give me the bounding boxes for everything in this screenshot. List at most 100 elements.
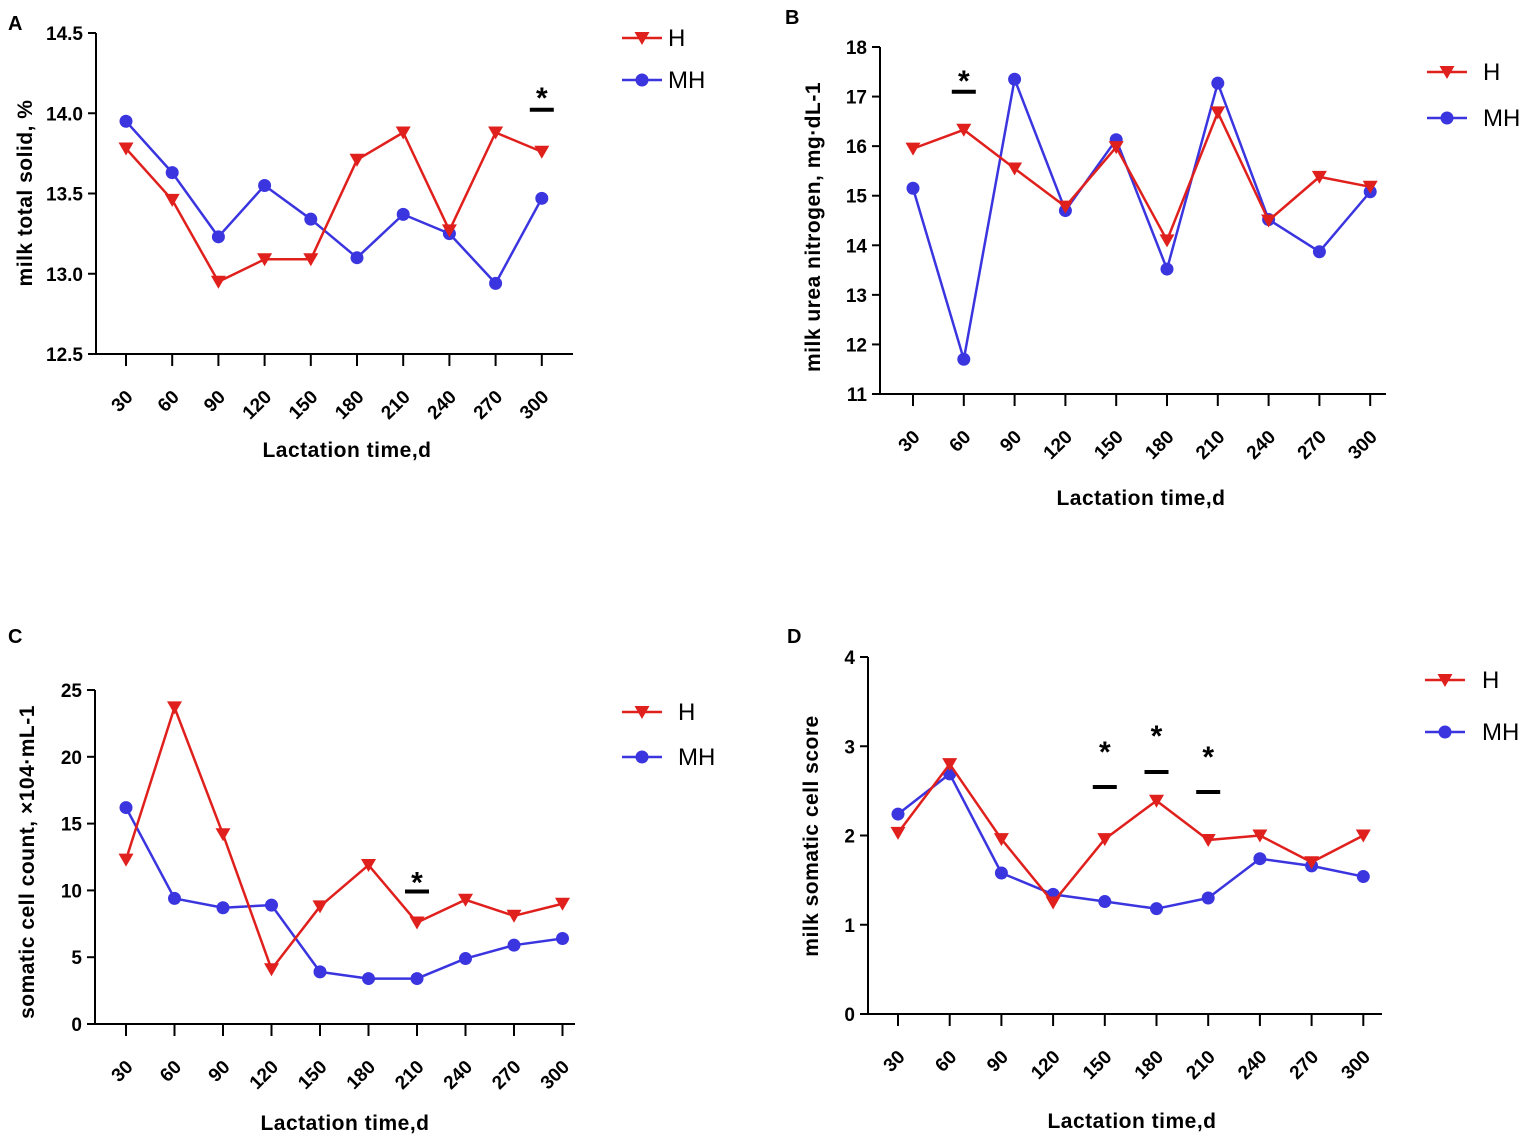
significance-star: *: [958, 65, 970, 98]
x-axis-title-c: Lactation time,d: [260, 1112, 429, 1135]
x-tick-label: 270: [470, 387, 507, 424]
x-tick-label: 30: [108, 387, 138, 417]
series-mh-c: [119, 801, 569, 986]
x-tick-label: 210: [377, 387, 414, 424]
x-tick-label: 150: [1090, 427, 1127, 464]
y-tick-label: 2: [844, 827, 855, 848]
x-tick-label: 150: [294, 1057, 331, 1094]
legend-marker-mh: [1438, 725, 1452, 739]
legend-marker-mh: [1440, 111, 1454, 125]
data-point-h: [1045, 896, 1061, 910]
y-axis-title-a: milk total solid, %: [14, 100, 37, 287]
y-axis-title-c: somatic cell count, ×104·mL-1: [16, 705, 39, 1019]
data-point-h: [506, 909, 522, 923]
legend-marker-mh: [635, 750, 649, 764]
data-point-mh: [489, 276, 503, 290]
x-tick-label: 300: [537, 1057, 574, 1094]
x-tick-label: 180: [343, 1057, 380, 1094]
y-tick-label: 14: [846, 236, 868, 257]
legend-marker-h: [634, 706, 650, 719]
y-tick-label: 10: [61, 881, 82, 902]
legend-label-h: H: [668, 25, 685, 52]
x-tick-label: 180: [1131, 1047, 1168, 1084]
y-tick-label: 13.0: [46, 265, 83, 286]
significance-star: *: [411, 866, 423, 899]
x-tick-label: 240: [1234, 1047, 1271, 1084]
data-point-mh: [165, 166, 179, 180]
x-tick-label: 90: [200, 387, 230, 417]
data-point-h: [1304, 856, 1320, 870]
legend-d: H MH: [1425, 667, 1519, 746]
data-point-mh: [535, 191, 549, 205]
legend-marker-h: [634, 32, 650, 45]
legend-label-h: H: [1482, 667, 1499, 694]
data-point-mh: [350, 251, 364, 265]
panel-letter-c: C: [8, 626, 22, 648]
legend-label-mh: MH: [678, 744, 715, 771]
data-point-h: [349, 153, 365, 167]
x-tick-label: 120: [1027, 1047, 1064, 1084]
data-point-mh: [1356, 870, 1370, 884]
x-tick-label: 60: [156, 1057, 186, 1087]
significance-star: *: [1099, 736, 1111, 769]
series-mh-b: [906, 72, 1377, 366]
data-point-h: [441, 224, 457, 238]
y-tick-label: 16: [846, 137, 867, 158]
axes-c: 0 5 10 15 20 25 30 60 90 120 150 180 210 240 270 300: [61, 681, 575, 1094]
data-point-mh: [891, 807, 905, 821]
legend-b: H MH: [1427, 59, 1520, 132]
data-point-mh: [258, 178, 272, 192]
data-point-mh: [119, 801, 133, 815]
data-point-h: [1261, 214, 1277, 228]
x-tick-label: 30: [895, 427, 925, 457]
data-point-h: [890, 826, 906, 840]
y-axis-title-b: milk urea nitrogen, mg·dL-1: [802, 82, 825, 372]
legend-label-mh: MH: [1483, 105, 1520, 132]
legend-marker-h: [1437, 674, 1453, 687]
data-point-h: [1311, 170, 1327, 184]
series-line-mh: [911, 77, 1372, 361]
significance-star: *: [536, 82, 548, 115]
data-point-h: [1149, 794, 1164, 808]
x-axis-title-d: Lactation time,d: [1047, 1110, 1216, 1133]
data-point-h: [942, 758, 958, 772]
data-point-mh: [396, 207, 410, 221]
data-point-h: [1108, 141, 1124, 155]
data-point-mh: [410, 972, 424, 986]
y-tick-label: 0: [71, 1015, 82, 1036]
data-point-mh: [362, 972, 375, 986]
x-tick-label: 300: [1338, 1047, 1375, 1084]
data-point-mh: [216, 901, 230, 915]
x-tick-label: 120: [239, 387, 276, 424]
legend-marker-h: [1439, 66, 1455, 79]
data-point-h: [1097, 833, 1113, 847]
x-tick-label: 30: [880, 1047, 910, 1077]
series-line-h: [124, 706, 563, 971]
data-point-mh: [1098, 895, 1112, 909]
panel-b: B milk urea nitrogen, mg·dL-1 Lactation …: [785, 7, 1520, 510]
data-point-h: [215, 828, 231, 842]
y-tick-label: 17: [846, 88, 867, 109]
data-point-h: [1355, 829, 1371, 843]
data-point-h: [167, 701, 182, 715]
data-point-h: [164, 193, 180, 207]
data-point-h: [303, 253, 319, 267]
series-line-h: [912, 111, 1371, 242]
data-point-h: [210, 275, 226, 289]
series-line-mh: [897, 772, 1364, 910]
series-line-h: [125, 131, 543, 284]
y-tick-label: 12.5: [46, 345, 83, 366]
x-axis-title-b: Lactation time,d: [1056, 487, 1225, 510]
y-tick-label: 13: [846, 286, 867, 307]
data-point-h: [1159, 234, 1175, 248]
y-axis-title-d: milk somatic cell score: [800, 715, 823, 956]
data-point-h: [993, 833, 1009, 847]
x-tick-label: 210: [1192, 427, 1229, 464]
data-point-mh: [1312, 245, 1326, 259]
data-point-h: [1200, 833, 1216, 847]
legend-label-h: H: [1483, 59, 1500, 86]
data-point-h: [409, 916, 425, 930]
x-tick-label: 270: [488, 1057, 525, 1094]
data-point-h: [956, 123, 972, 137]
data-point-mh: [1150, 902, 1163, 916]
